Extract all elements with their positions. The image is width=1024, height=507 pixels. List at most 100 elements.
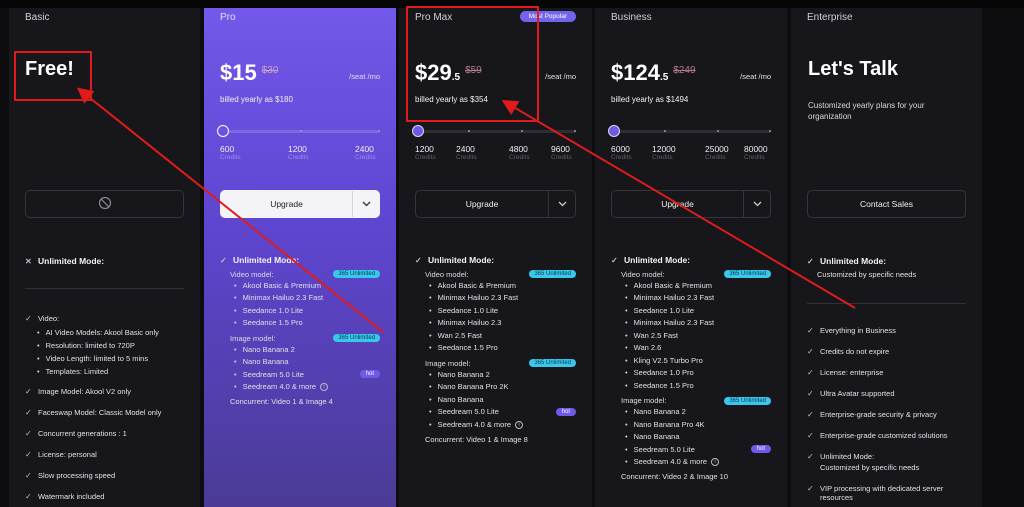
- most-popular-badge: Most Popular: [519, 11, 576, 22]
- concurrent-info: Concurrent: Video 1 & Image 4: [230, 397, 333, 406]
- concurrent-info: Concurrent: Video 1 & Image 8: [425, 434, 528, 444]
- price-unit: /seat /mo: [545, 72, 576, 81]
- plan-name: Pro Max: [415, 12, 453, 23]
- x-icon: ✕: [25, 256, 32, 266]
- check-icon: ✓: [25, 408, 32, 417]
- price-unit: /seat /mo: [740, 72, 771, 81]
- upgrade-button[interactable]: Upgrade: [415, 190, 576, 218]
- billed-yearly: billed yearly as $180: [220, 95, 293, 104]
- credit-option[interactable]: 1200 Credits: [415, 144, 436, 161]
- chevron-down-icon[interactable]: [743, 191, 770, 217]
- feature-item: Everything in Business: [820, 326, 896, 335]
- credit-option[interactable]: 12000 Credits: [652, 144, 676, 161]
- plan-description: Customized yearly plans for your organiz…: [808, 101, 925, 121]
- plan-card-business: Business $124.5$249 /seat /mo billed yea…: [595, 8, 787, 507]
- slider-thumb[interactable]: [217, 125, 229, 137]
- unlimited-mode-section: ✕ Unlimited Mode:: [25, 256, 184, 266]
- top-bar: [0, 0, 1024, 8]
- feature-item: Watermark included: [38, 492, 105, 501]
- feature-item: Image Model: Akool V2 only: [38, 387, 131, 396]
- check-icon: ✓: [220, 255, 227, 265]
- feature-item: Slow processing speed: [38, 471, 116, 480]
- feature-subitem: Video Length: limited to 5 mins: [37, 352, 184, 365]
- hot-badge: hot: [359, 370, 380, 379]
- plan-name: Basic: [25, 12, 50, 23]
- feature-item: License: enterprise: [820, 368, 884, 377]
- check-icon: ✓: [25, 471, 32, 480]
- billed-yearly: billed yearly as $354: [415, 95, 488, 104]
- credits-slider[interactable]: [608, 125, 771, 137]
- credit-option[interactable]: 2400 Credits: [355, 144, 376, 161]
- info-icon[interactable]: i: [711, 458, 720, 467]
- credits-slider[interactable]: [217, 125, 380, 137]
- feature-subitem: AI Video Models: Akool Basic only: [37, 326, 184, 339]
- credit-option[interactable]: 25000 Credits: [705, 144, 729, 161]
- unlimited-badge: 365 Unlimited: [333, 334, 380, 342]
- unlimited-badge: 365 Unlimited: [529, 270, 576, 278]
- feature-item: Faceswap Model: Classic Model only: [38, 408, 162, 417]
- info-icon[interactable]: i: [320, 383, 329, 392]
- unlimited-mode-section: ✓ Unlimited Mode: Video model: 365 Unlimit…: [220, 255, 380, 406]
- current-plan-button[interactable]: [25, 190, 184, 218]
- feature-list: ✓ Everything in Business ✓ Credits do not …: [807, 326, 966, 502]
- plan-price: Let's Talk: [808, 58, 898, 80]
- credits-slider[interactable]: [412, 125, 576, 137]
- contact-sales-button[interactable]: Contact Sales: [807, 190, 966, 218]
- feature-list: ✓ Video: AI Video Models: Akool Basic onl…: [25, 314, 184, 504]
- plan-price: $124.5$249: [611, 60, 696, 85]
- hot-badge: hot: [555, 407, 576, 416]
- credit-options: 600 Credits 1200 Credits 2400 Credits: [220, 144, 380, 164]
- info-icon[interactable]: i: [515, 420, 524, 429]
- check-icon: ✓: [807, 452, 814, 461]
- unlimited-mode-section: ✓ Unlimited Mode: Video model: 365 Unlimit…: [415, 255, 576, 444]
- plan-name: Enterprise: [807, 12, 853, 23]
- check-icon: ✓: [807, 431, 814, 440]
- check-icon: ✓: [807, 326, 814, 335]
- unlimited-badge: 365 Unlimited: [529, 359, 576, 367]
- feature-subitem: Resolution: limited to 720P: [37, 339, 184, 352]
- plan-name: Business: [611, 12, 652, 23]
- credit-options: 6000 Credits 12000 Credits 25000 Credits 80…: [611, 144, 771, 164]
- check-icon: ✓: [611, 255, 618, 265]
- feature-item: Enterprise-grade customized solutions: [820, 431, 948, 440]
- plan-price: Free!: [25, 58, 74, 80]
- hot-badge: hot: [750, 445, 771, 454]
- feature-item: Ultra Avatar supported: [820, 389, 895, 398]
- credit-option[interactable]: 1200 Credits: [288, 144, 309, 161]
- slider-thumb[interactable]: [608, 125, 620, 137]
- check-icon: ✓: [807, 389, 814, 398]
- upgrade-button[interactable]: Upgrade: [611, 190, 771, 218]
- check-icon: ✓: [25, 387, 32, 396]
- old-price: $59: [465, 65, 482, 76]
- slider-thumb[interactable]: [412, 125, 424, 137]
- unlimited-mode-label: Unlimited Mode:: [38, 256, 105, 266]
- old-price: $30: [261, 65, 279, 76]
- check-icon: ✓: [25, 492, 32, 501]
- upgrade-label: Upgrade: [270, 199, 303, 209]
- prohibited-icon: [26, 196, 183, 212]
- unlimited-mode-section: ✓ Unlimited Mode: Customized by specific …: [807, 256, 917, 279]
- plan-price: $15 $30: [220, 60, 279, 85]
- check-icon: ✓: [807, 368, 814, 377]
- plan-card-enterprise: Enterprise Let's Talk Customized yearly …: [791, 8, 982, 507]
- unlimited-badge: 365 Unlimited: [724, 270, 771, 278]
- credit-option[interactable]: 2400 Credits: [456, 144, 477, 161]
- check-icon: ✓: [25, 450, 32, 459]
- annotation-box-free: [14, 51, 92, 101]
- plan-name: Pro: [220, 12, 236, 23]
- credit-option[interactable]: 4800 Credits: [509, 144, 530, 161]
- check-icon: ✓: [25, 314, 32, 323]
- unlimited-mode-section: ✓ Unlimited Mode: Video model: 365 Unlimit…: [611, 255, 771, 481]
- unlimited-badge: 365 Unlimited: [333, 270, 380, 278]
- credit-option[interactable]: 6000 Credits: [611, 144, 632, 161]
- chevron-down-icon[interactable]: [548, 191, 575, 217]
- divider: [25, 288, 184, 289]
- credit-option[interactable]: 80000 Credits: [744, 144, 768, 161]
- feature-subitem: Templates: Limited: [37, 365, 184, 378]
- chevron-down-icon[interactable]: [352, 191, 379, 217]
- credit-option[interactable]: 9600 Credits: [551, 144, 572, 161]
- feature-item: Concurrent generations : 1: [38, 429, 127, 438]
- upgrade-button[interactable]: Upgrade: [220, 190, 380, 218]
- concurrent-info: Concurrent: Video 2 & Image 10: [621, 472, 729, 481]
- credit-option[interactable]: 600 Credits: [220, 144, 241, 161]
